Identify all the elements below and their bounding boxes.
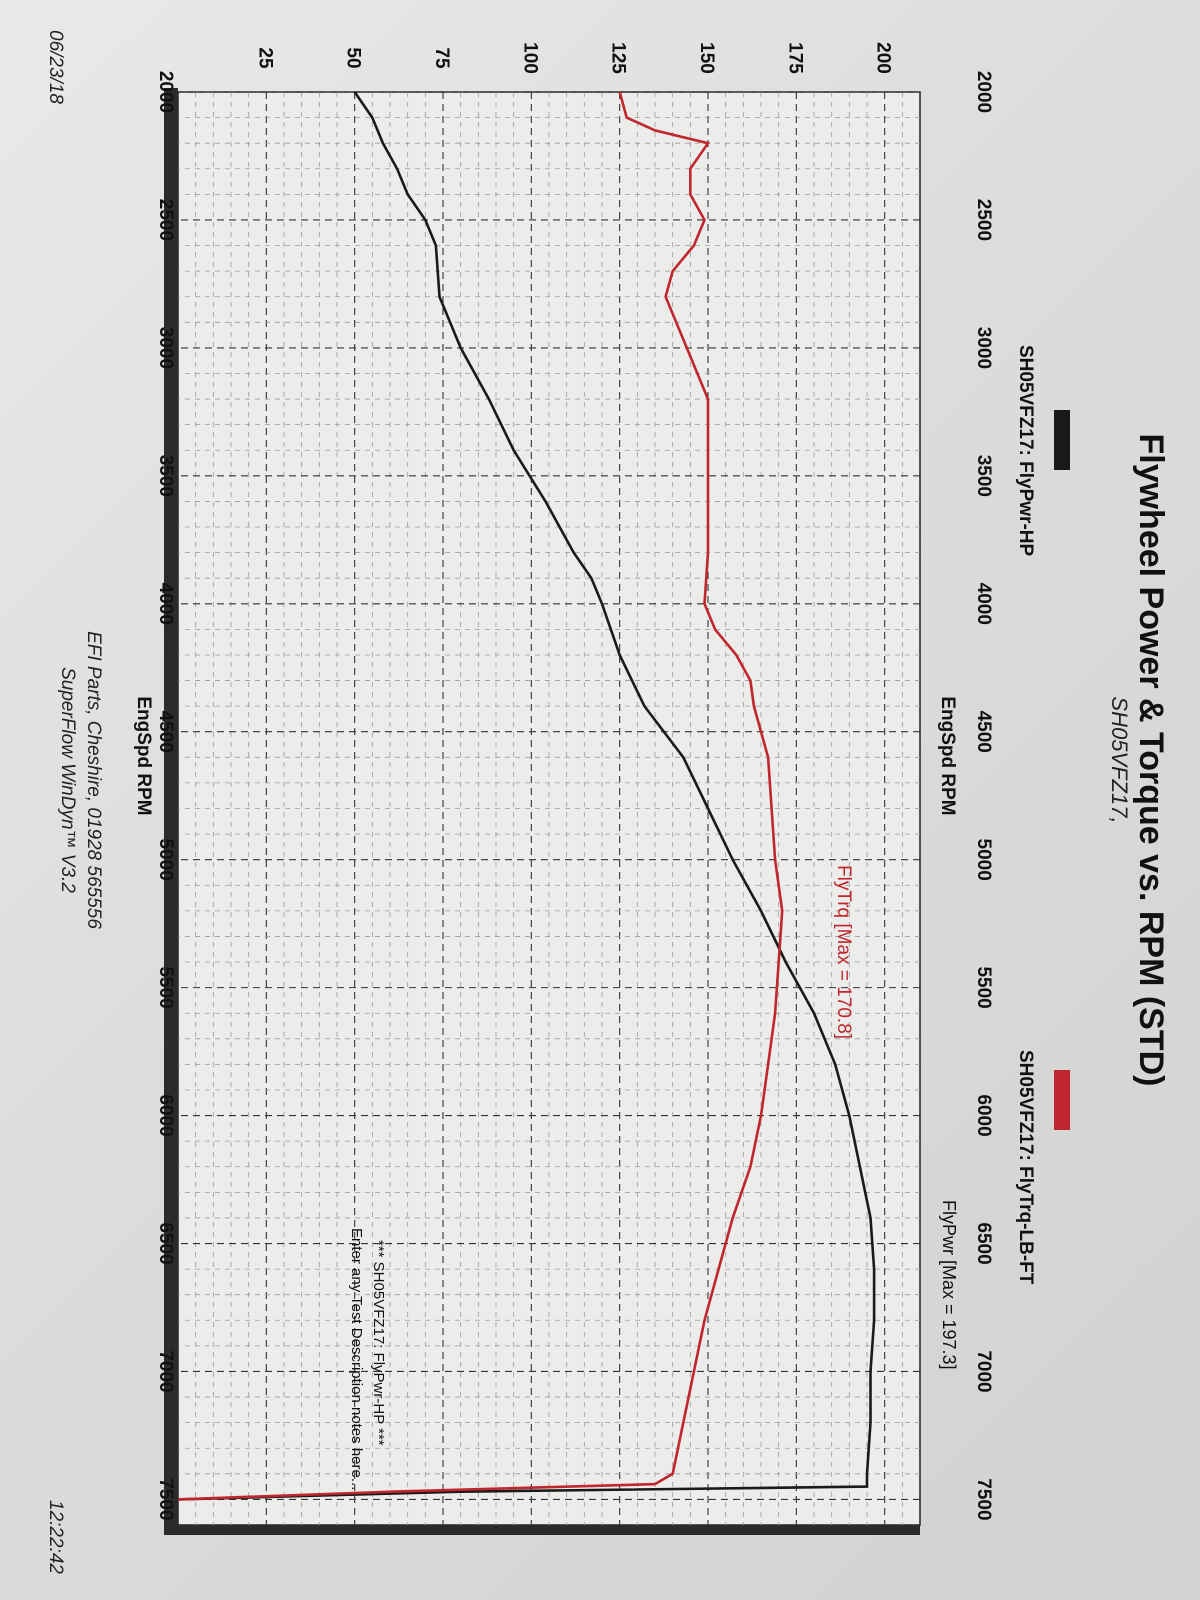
legend-label-torque: SH05VFZ17: FlyTrq-LB-FT [1015,1050,1036,1285]
series-line-power [177,91,876,1501]
x-tick-label-top: 7000 [973,1350,994,1392]
x-tick-label-bottom: 2500 [155,199,176,241]
y-tick-label: 75 [431,47,452,69]
x-tick-label-bottom: 6000 [155,1094,176,1136]
x-tick-label-top: 6500 [973,1222,994,1264]
x-tick-label-bottom: 6500 [155,1222,176,1264]
y-tick-label: 25 [254,47,275,69]
test-note-description: Enter any Test Description notes here... [348,1228,365,1490]
y-tick-label: 125 [608,42,629,74]
y-tick-label: 50 [343,47,364,68]
annotation-torque-max: FlyTrq [Max = 170.8] [833,865,854,1039]
x-tick-label-bottom: 2000 [155,71,176,113]
x-tick-labels-top: 2000 2500 3000 3500 4000 4500 5000 5500 6000 6500… [973,71,994,1521]
test-note-title: *** SH05VFZ17: FlyPwr-HP *** [370,1240,387,1446]
legend-swatch-torque [1054,1070,1070,1130]
x-tick-label-bottom: 4000 [155,583,176,625]
grid [164,88,921,1535]
footer-company: EFI Parts, Cheshire, 01928 565556 [83,631,104,929]
x-tick-label-top: 6000 [973,1094,994,1136]
footer-software: SuperFlow WinDyn™ V3.2 [57,667,78,893]
x-tick-label-top: 2000 [973,71,994,113]
print-time: 12:22:42 [45,1500,66,1574]
x-tick-label-bottom: 4500 [155,711,176,753]
x-tick-label-top: 7500 [973,1478,994,1520]
x-tick-label-top: 3000 [973,327,994,369]
x-axis-label-top: EngSpd RPM [937,696,958,815]
x-tick-label-bottom: 7500 [155,1478,176,1520]
y-tick-labels: 25 50 75 100 125 150 175 200 [254,42,893,74]
legend-label-power: SH05VFZ17: FlyPwr-HP [1015,345,1036,556]
y-tick-label: 200 [873,42,894,74]
y-tick-label: 175 [784,42,805,74]
x-tick-labels-bottom: 2000 2500 3000 3500 4000 4500 5000 5500 6000 6500… [155,71,176,1521]
annotation-power-max: FlyPwr [Max = 197.3] [939,1200,959,1370]
x-tick-label-top: 5500 [973,966,994,1008]
x-axis-label-bottom: EngSpd RPM [133,696,154,815]
x-tick-label-top: 2500 [973,199,994,241]
print-date: 06/23/18 [45,30,66,104]
x-tick-label-bottom: 7000 [155,1350,176,1392]
series-line-torque [177,91,784,1501]
plot-base-bar [164,88,178,1529]
legend-swatch-power [1054,410,1070,470]
x-tick-label-top: 5000 [973,839,994,881]
x-tick-label-bottom: 5000 [155,839,176,881]
x-tick-label-bottom: 3000 [155,327,176,369]
y-tick-label: 100 [519,42,540,74]
x-tick-label-top: 4000 [973,583,994,625]
chart-title: Flywheel Power & Torque vs. RPM (STD) [1132,433,1170,1086]
y-tick-label: 150 [696,42,717,74]
x-tick-label-top: 4500 [973,711,994,753]
x-tick-label-bottom: 5500 [155,966,176,1008]
x-tick-label-top: 3500 [973,455,994,497]
plot-side-bar [164,1525,920,1535]
x-tick-label-bottom: 3500 [155,455,176,497]
chart-subtitle: SH05VFZ17, [1107,696,1132,823]
